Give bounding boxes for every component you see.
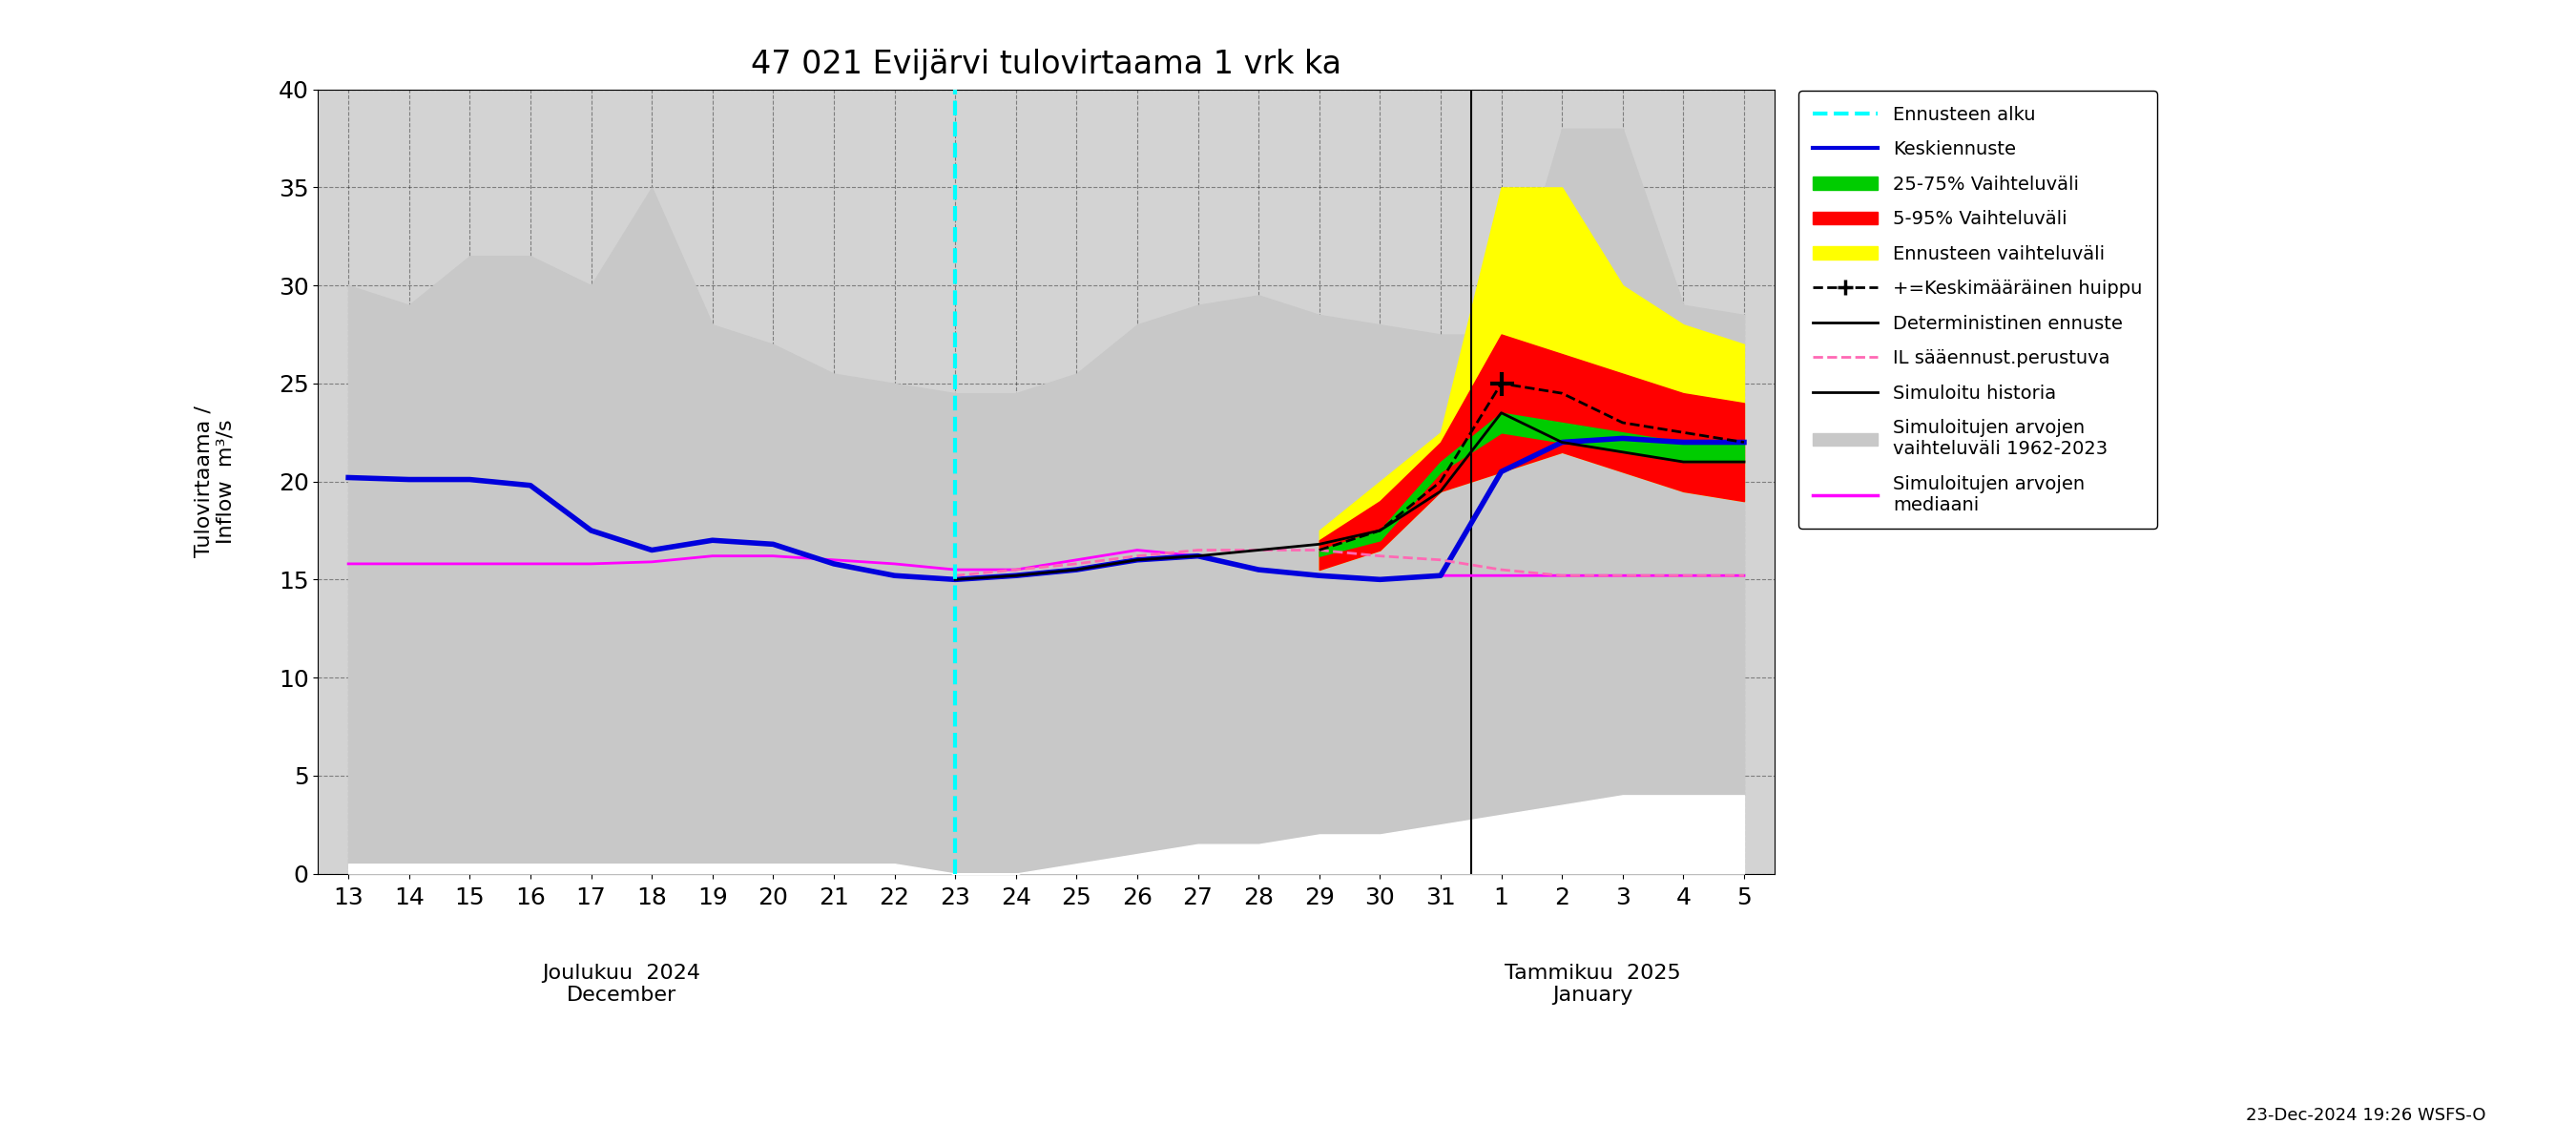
Title: 47 021 Evijärvi tulovirtaama 1 vrk ka: 47 021 Evijärvi tulovirtaama 1 vrk ka (750, 48, 1342, 80)
Text: Tammikuu  2025
January: Tammikuu 2025 January (1504, 964, 1680, 1005)
Text: Tulovirtaama /
Inflow  m³/s: Tulovirtaama / Inflow m³/s (193, 405, 234, 558)
Text: Joulukuu  2024
December: Joulukuu 2024 December (541, 964, 701, 1005)
Text: 23-Dec-2024 19:26 WSFS-O: 23-Dec-2024 19:26 WSFS-O (2246, 1107, 2486, 1124)
Legend: Ennusteen alku, Keskiennuste, 25-75% Vaihteluväli, 5-95% Vaihteluväli, Ennusteen: Ennusteen alku, Keskiennuste, 25-75% Vai… (1798, 90, 2156, 529)
